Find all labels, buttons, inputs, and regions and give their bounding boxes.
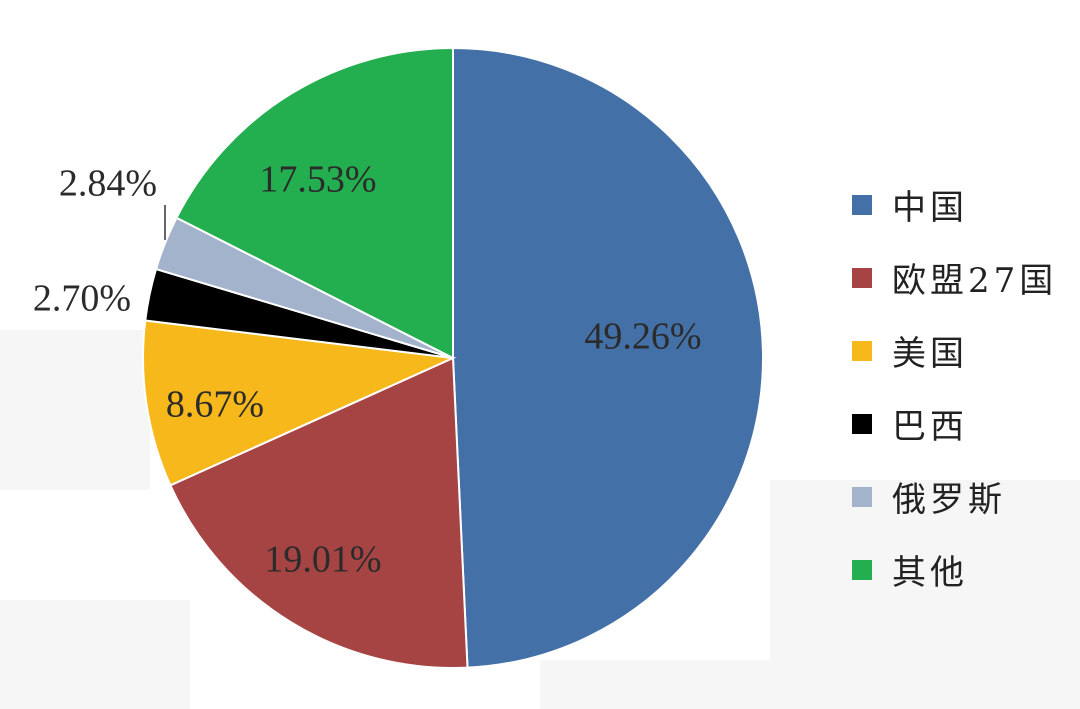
data-label-brazil: 2.70% (33, 278, 131, 320)
legend-label: 俄罗斯 (892, 480, 1006, 520)
legend-swatch (852, 267, 872, 288)
legend-item-brazil: 巴西 (852, 387, 1057, 460)
legend-swatch (852, 486, 872, 507)
legend-item-eu27: 欧盟27国 (852, 241, 1057, 314)
legend-label: 欧盟27国 (892, 261, 1058, 301)
data-label-eu27: 19.01% (264, 539, 381, 581)
pie-slice-usa (142, 319, 457, 487)
legend-label: 中国 (892, 188, 968, 228)
legend-swatch (852, 340, 872, 361)
legend-item-russia: 俄罗斯 (852, 460, 1057, 533)
legend-swatch (852, 413, 872, 434)
legend-swatch (852, 194, 872, 215)
legend-label: 巴西 (892, 407, 968, 447)
background-tile (770, 480, 1080, 709)
legend-label: 美国 (892, 334, 968, 374)
pie-slice-china (452, 46, 764, 669)
background-tile (0, 600, 190, 709)
pie-slice-other (175, 46, 454, 360)
data-label-russia: 2.84% (59, 163, 157, 205)
data-label-usa: 8.67% (166, 384, 264, 426)
pie-slice-eu27 (169, 356, 469, 670)
background-tile (0, 330, 150, 490)
legend-item-other: 其他 (852, 533, 1057, 606)
data-label-china: 49.26% (584, 316, 701, 358)
legend-label: 其他 (892, 553, 968, 593)
legend-item-usa: 美国 (852, 314, 1057, 387)
data-label-other: 17.53% (259, 159, 376, 201)
legend: 中国 欧盟27国 美国 巴西 俄罗斯 其他 (852, 168, 1057, 606)
background-tile (540, 660, 770, 709)
legend-swatch (852, 559, 872, 580)
legend-item-china: 中国 (852, 168, 1057, 241)
